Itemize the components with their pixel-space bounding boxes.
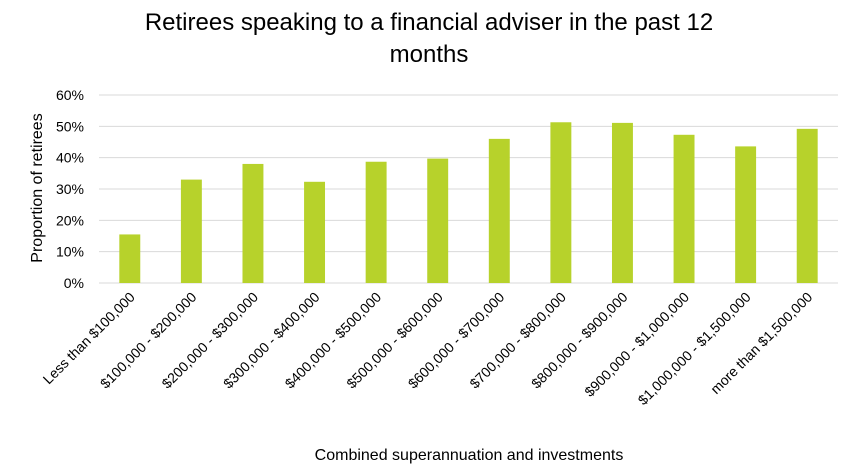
y-axis-label: Proportion of retirees bbox=[29, 113, 46, 262]
chart-title-line-1: Retirees speaking to a financial adviser… bbox=[145, 9, 713, 36]
bar bbox=[611, 122, 633, 284]
y-axis-ticks: 0% 10% 20% 30% 40% 50% 60% bbox=[56, 87, 84, 291]
bar bbox=[365, 161, 387, 283]
y-tick-label: 50% bbox=[56, 118, 84, 134]
y-tick-label: 10% bbox=[56, 244, 84, 260]
y-tick-label: 0% bbox=[64, 275, 84, 291]
bar bbox=[304, 181, 326, 283]
bar bbox=[735, 146, 757, 283]
y-tick-label: 60% bbox=[56, 87, 84, 103]
bar bbox=[488, 138, 510, 283]
bar bbox=[673, 134, 695, 283]
x-axis-label: Combined superannuation and investments bbox=[315, 447, 624, 464]
x-axis-ticks: Less than $100,000$100,000 - $200,000$20… bbox=[40, 289, 816, 408]
bar bbox=[242, 163, 264, 283]
bar bbox=[180, 179, 202, 283]
y-tick-label: 40% bbox=[56, 150, 84, 166]
x-tick-label: $900,000 - $1,000,000 bbox=[581, 289, 692, 400]
y-tick-label: 30% bbox=[56, 181, 84, 197]
bar bbox=[119, 234, 141, 283]
bars bbox=[119, 122, 818, 284]
bar bbox=[550, 122, 572, 283]
x-tick-label: more than $1,500,000 bbox=[707, 289, 815, 397]
bar bbox=[796, 128, 818, 283]
chart-title-line-2: months bbox=[390, 41, 469, 68]
y-tick-label: 20% bbox=[56, 212, 84, 228]
bar bbox=[427, 158, 449, 283]
x-tick-label: $1,000,000 - $1,500,000 bbox=[635, 289, 754, 408]
gridlines bbox=[99, 94, 838, 284]
